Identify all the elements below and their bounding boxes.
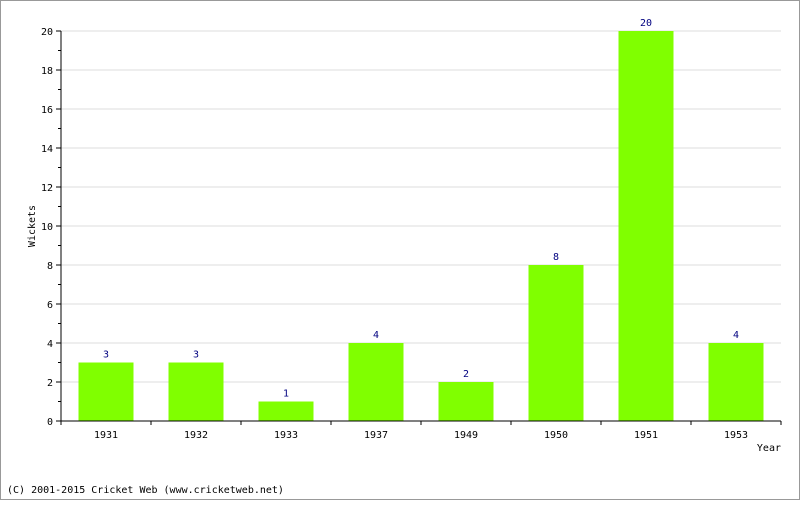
y-tick-label: 8 — [47, 261, 53, 272]
x-tick-label-1950: 1950 — [544, 430, 568, 441]
x-tick-label-1937: 1937 — [364, 430, 388, 441]
x-tick-label-1949: 1949 — [454, 430, 478, 441]
bar-1949 — [438, 382, 494, 421]
x-tick-label-1953: 1953 — [724, 430, 748, 441]
y-tick-label: 4 — [47, 339, 53, 350]
bar-1933 — [258, 401, 314, 421]
x-tick-label-1933: 1933 — [274, 430, 298, 441]
bar-1937 — [348, 343, 404, 421]
copyright-footer: (C) 2001-2015 Cricket Web (www.cricketwe… — [7, 485, 284, 496]
x-tick-label-1932: 1932 — [184, 430, 208, 441]
data-label-1953: 4 — [733, 330, 739, 341]
x-tick-label-1951: 1951 — [634, 430, 658, 441]
data-label-1950: 8 — [553, 252, 559, 263]
y-tick-label: 0 — [47, 417, 53, 428]
bar-1953 — [708, 343, 764, 421]
y-tick-label: 18 — [41, 66, 53, 77]
y-tick-label: 2 — [47, 378, 53, 389]
y-tick-label: 12 — [41, 183, 53, 194]
bars — [78, 31, 764, 421]
y-axis-label: Wickets — [27, 205, 38, 247]
y-tick-label: 16 — [41, 105, 53, 116]
data-label-1931: 3 — [103, 350, 109, 361]
data-label-1937: 4 — [373, 330, 379, 341]
data-labels: 3 3 1 4 2 8 20 4 — [103, 18, 739, 400]
bar-1931 — [78, 362, 134, 421]
data-label-1951: 20 — [640, 18, 652, 29]
bar-1932 — [168, 362, 224, 421]
y-tick-label: 6 — [47, 300, 53, 311]
data-label-1933: 1 — [283, 389, 289, 400]
x-axis-label: Year — [757, 443, 781, 454]
bar-1950 — [528, 265, 584, 421]
x-tick-label-1931: 1931 — [94, 430, 118, 441]
y-tick-label: 20 — [41, 27, 53, 38]
y-tick-label: 10 — [41, 222, 53, 233]
data-label-1932: 3 — [193, 350, 199, 361]
bar-1951 — [618, 31, 674, 421]
data-label-1949: 2 — [463, 369, 469, 380]
y-tick-label: 14 — [41, 144, 53, 155]
